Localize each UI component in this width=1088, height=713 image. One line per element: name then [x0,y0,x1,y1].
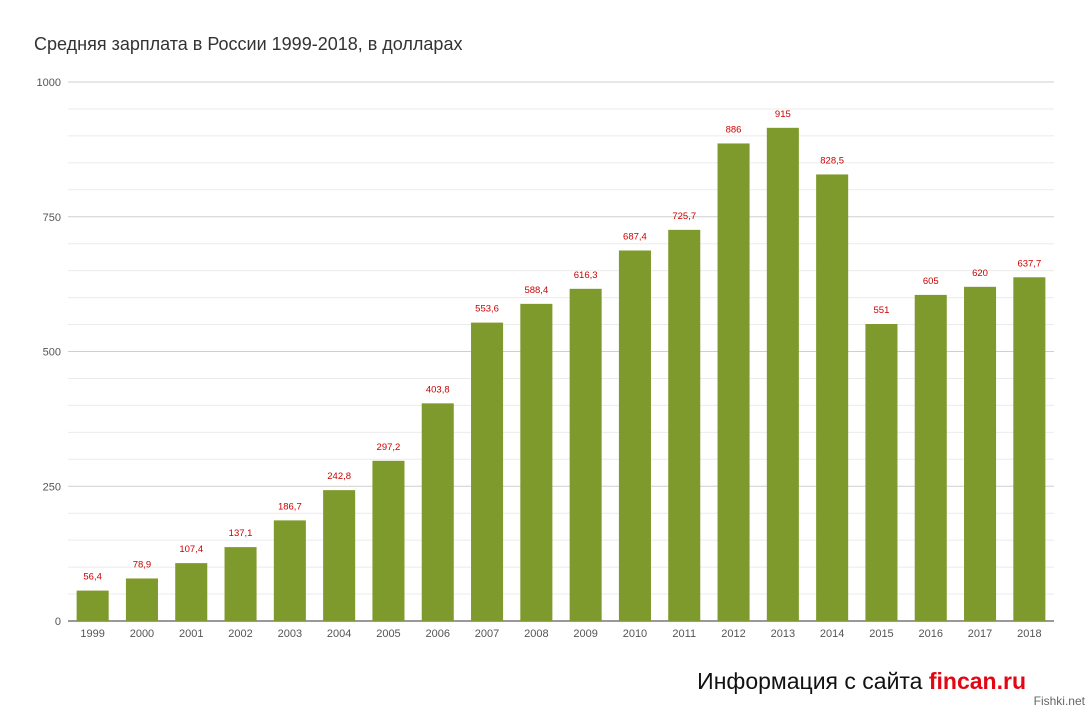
watermark: Fishki.net [1033,694,1085,708]
x-tick-label: 1999 [80,628,104,640]
x-tick-label: 2009 [573,628,597,640]
x-tick-label: 2002 [228,628,252,640]
data-labels: 56,4 78,9 107,4 137,1 186,7 242,8 297,2 403,8 55… [83,109,1041,583]
bar [76,590,109,621]
bar [421,403,454,621]
source-site: fincan.ru [928,668,1026,694]
bar [471,322,504,621]
x-tick-label: 2012 [721,628,745,640]
bar [273,520,306,621]
data-label: 637,7 [1017,258,1041,269]
data-label: 553,6 [475,304,499,315]
x-tick-label: 2003 [278,628,302,640]
data-label: 828,5 [820,155,844,166]
data-label: 297,2 [377,442,401,453]
bar [914,294,947,621]
bar [766,127,799,621]
data-label: 186,7 [278,501,302,512]
gridlines [68,81,1054,622]
source-prefix: Информация с сайта [697,668,929,694]
bar [569,288,602,621]
data-label: 687,4 [623,231,647,242]
data-label: 242,8 [327,471,351,482]
y-tick-label: 750 [43,212,61,224]
x-tick-label: 2016 [919,628,943,640]
data-label: 56,4 [83,572,102,583]
data-label: 915 [775,109,791,120]
bar [1013,277,1046,621]
chart-title: Средняя зарплата в России 1999-2018, в д… [34,34,462,54]
x-tick-label: 2000 [130,628,154,640]
y-tick-label: 250 [43,481,61,493]
bar [717,143,750,622]
x-tick-label: 2018 [1017,628,1041,640]
bar [668,229,701,621]
x-tick-label: 2007 [475,628,499,640]
bar [372,460,405,621]
x-tick-label: 2004 [327,628,351,640]
bar [125,578,158,621]
bar [816,174,849,621]
x-tick-label: 2017 [968,628,992,640]
bar [865,324,898,621]
x-axis-ticks: 1999 2000 2001 2002 2003 2004 2005 2006 2007 2008… [80,628,1041,640]
bar [618,250,651,621]
x-tick-label: 2006 [426,628,450,640]
data-label: 551 [874,305,890,316]
bar [964,286,997,621]
bar [224,547,257,621]
x-tick-label: 2015 [869,628,893,640]
data-label: 616,3 [574,270,598,281]
x-tick-label: 2010 [623,628,647,640]
bar [175,563,208,621]
x-tick-label: 2001 [179,628,203,640]
data-label: 605 [923,276,939,287]
data-label: 886 [726,124,742,135]
source-note: Информация с сайта fincan.ru [697,668,1026,695]
data-label: 725,7 [672,211,696,222]
x-tick-label: 2011 [672,628,696,640]
x-tick-label: 2008 [524,628,548,640]
x-tick-label: 2013 [771,628,795,640]
data-label: 107,4 [179,544,203,555]
bars [76,127,1046,622]
y-tick-label: 500 [43,347,61,359]
x-tick-label: 2014 [820,628,844,640]
y-axis-ticks: 0 250 500 750 1000 [37,77,61,628]
x-tick-label: 2005 [376,628,400,640]
y-tick-label: 0 [55,616,61,628]
data-label: 137,1 [229,528,253,539]
bar [323,490,356,621]
y-tick-label: 1000 [37,77,61,89]
data-label: 403,8 [426,384,450,395]
data-label: 78,9 [133,559,152,570]
data-label: 588,4 [524,285,548,296]
data-label: 620 [972,268,988,279]
bar [520,303,553,621]
